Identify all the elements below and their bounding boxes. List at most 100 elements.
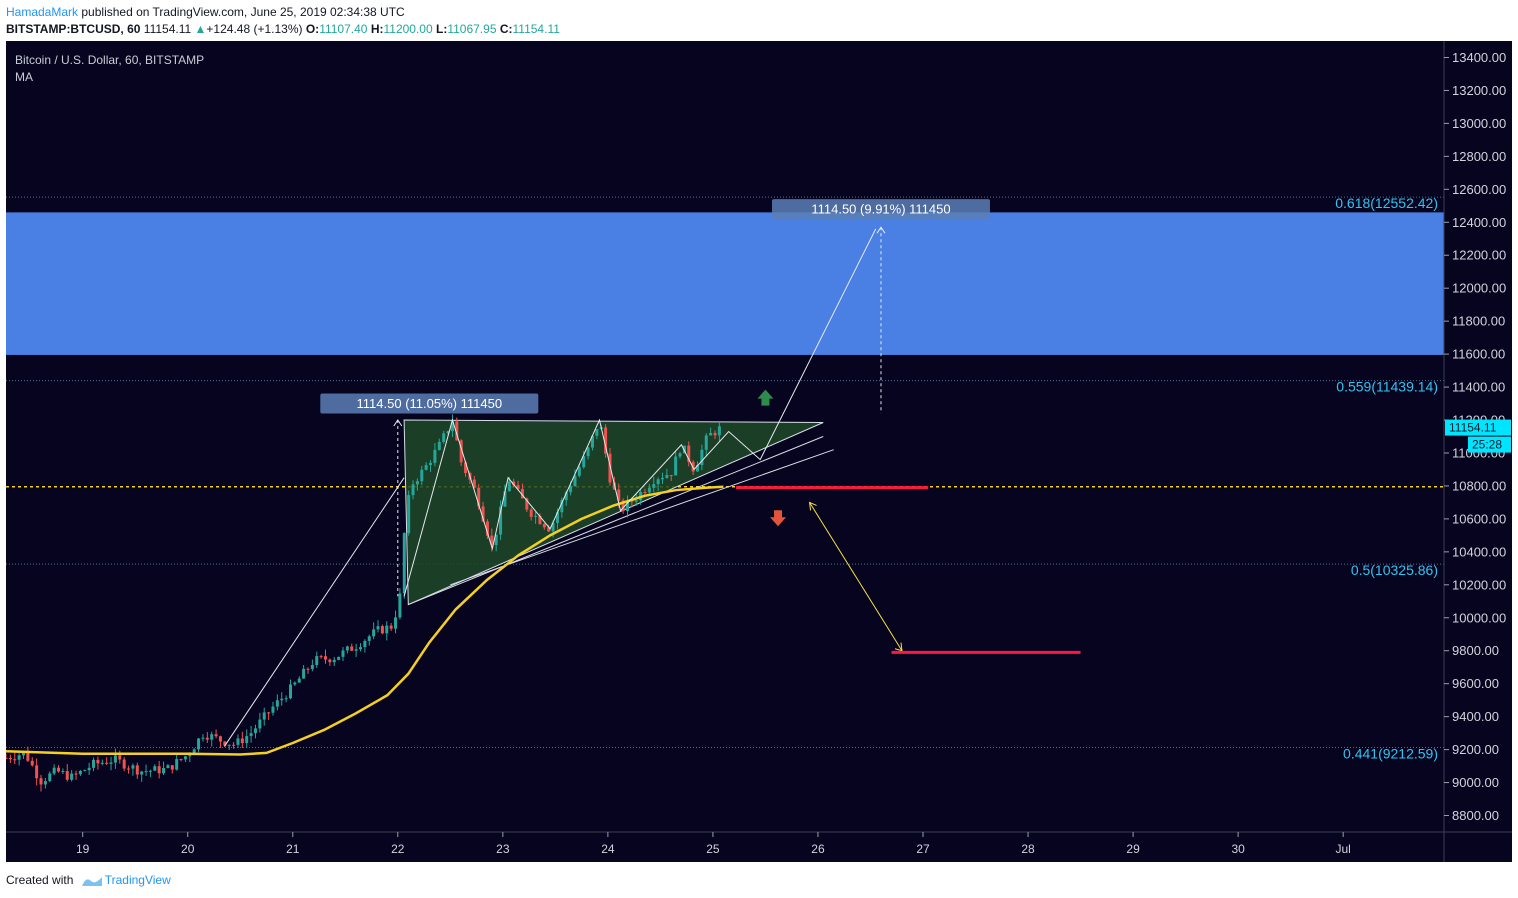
candle [284,698,288,700]
footer: Created with TradingView [6,873,171,888]
price-tick-label: 9800.00 [1452,643,1499,658]
candle [459,440,463,463]
price-chart[interactable]: 0.618(12552.42) 0.559(11439.14) 0.5(10325.… [6,41,1512,862]
candle [245,736,249,744]
tradingview-link[interactable]: TradingView [104,873,171,887]
up-arrow-icon [757,389,774,406]
candle [538,515,542,525]
candle [162,767,166,774]
price-tick-label: 11600.00 [1452,347,1505,362]
arrowhead [808,501,817,511]
candle [367,636,371,641]
candle [429,462,433,466]
candle [485,521,489,536]
candle [652,484,656,488]
candle [17,755,21,760]
time-tick-label: 23 [496,842,510,856]
symbol-label: BITSTAMP:BTCUSD, 60 [6,22,141,36]
high-value: 11200.00 [383,22,433,36]
candle [696,465,700,472]
candle [26,751,30,761]
candle [354,649,358,651]
bearish-projection-arrow [809,502,903,651]
candle [385,625,389,634]
candle [586,447,590,457]
candle [709,432,713,436]
candle [205,737,209,740]
candle [415,481,419,485]
price-tick-label: 11400.00 [1452,380,1505,395]
measure-label-text: 1114.50 (9.91%) 111450 [811,202,950,217]
time-tick-label: 22 [391,842,405,856]
author-link[interactable]: HamadaMark [6,5,79,19]
candle [464,462,468,473]
candle [218,736,222,742]
candle [647,487,651,493]
candle [516,485,520,489]
time-tick-label: 27 [916,842,930,856]
time-tick-label: 20 [181,842,195,856]
candle [569,486,573,493]
candle [271,706,275,713]
current-price-tag [1445,419,1511,436]
candle [122,759,126,769]
price-tick-label: 9400.00 [1452,709,1499,724]
time-tick-label: Jul [1335,842,1350,856]
candle [608,453,612,483]
low-label: L: [436,22,448,36]
close-label: C: [499,22,513,36]
candle [197,738,201,750]
candle [135,765,139,775]
candle [455,421,459,441]
target-zone [6,212,1444,355]
candle [201,737,205,739]
time-tick-label: 19 [76,842,90,856]
open-value: 11107.40 [319,22,368,36]
price-tick-label: 13200.00 [1452,83,1506,98]
candle [661,477,665,480]
candle [96,759,100,764]
candle [140,771,144,775]
impulse-line [224,477,405,747]
candle [512,481,516,486]
candle [678,453,682,457]
up-triangle-icon: ▲ [194,22,207,36]
candle [52,767,56,774]
candle [78,770,82,775]
candle [555,512,559,523]
price-tick-label: 10000.00 [1452,610,1506,625]
candle [372,629,376,637]
candle [551,522,555,532]
candle [442,433,446,442]
low-value: 11067.95 [447,22,497,36]
candle [595,429,599,436]
candle [398,593,402,618]
candle [700,449,704,466]
candle [148,770,152,772]
candle [109,762,113,764]
candle [175,759,179,770]
candle [450,421,454,432]
price-tick-label: 9000.00 [1452,775,1499,790]
candle [61,771,65,773]
candle [232,744,236,746]
candle [446,431,450,434]
candle [634,500,638,502]
high-label: H: [370,22,384,36]
candle [507,481,511,492]
time-tick-label: 25 [706,842,720,856]
chart-title: Bitcoin / U.S. Dollar, 60, BITSTAMP [15,53,204,67]
candle [582,456,586,468]
fib-level-label: 0.618(12552.42) [1335,195,1438,211]
candle [288,684,292,699]
candle [113,755,117,763]
candle [35,765,39,779]
publish-line: HamadaMark published on TradingView.com,… [6,5,405,19]
candle [157,766,161,774]
price-tick-label: 9600.00 [1452,676,1499,691]
candle [267,712,271,714]
last-price: 11154.11 [143,22,192,36]
price-tick-label: 12200.00 [1452,248,1506,263]
candle [262,712,266,720]
countdown-label: 25:28 [1472,438,1502,452]
